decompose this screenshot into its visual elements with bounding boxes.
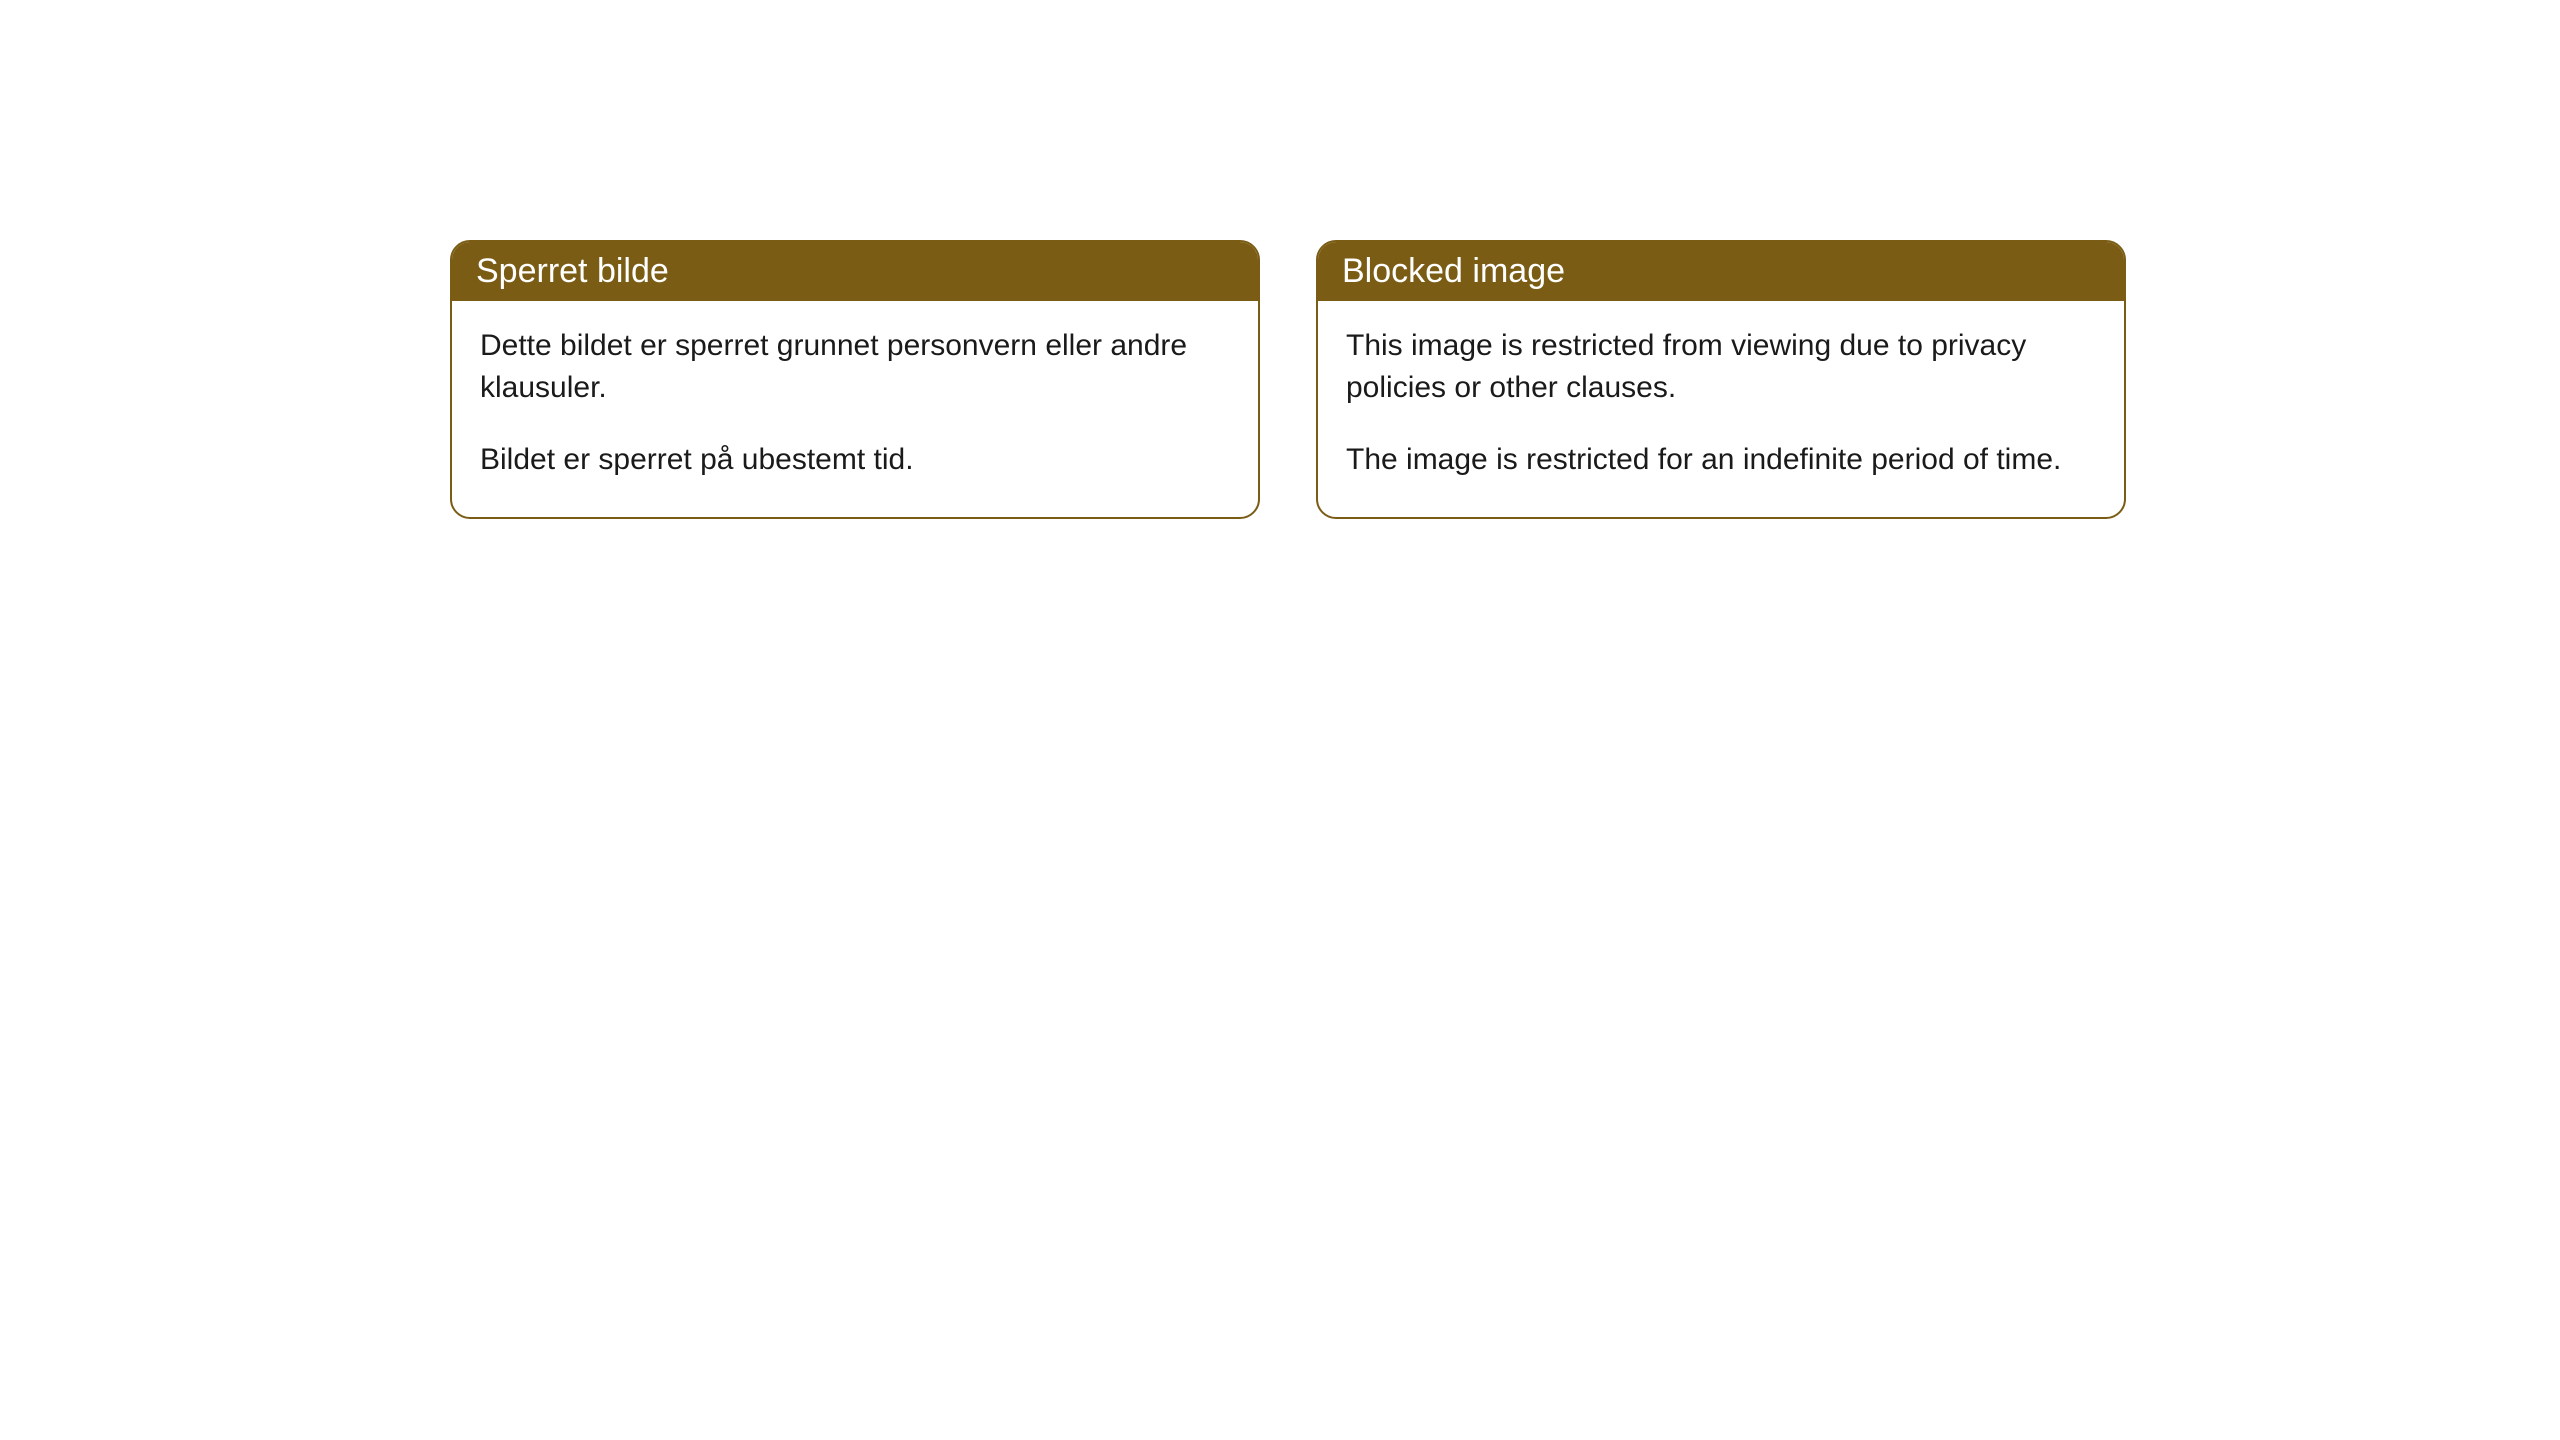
card-header-english: Blocked image [1318, 242, 2124, 301]
notice-card-norwegian: Sperret bilde Dette bildet er sperret gr… [450, 240, 1260, 519]
card-title: Blocked image [1342, 252, 1565, 290]
card-paragraph: Bildet er sperret på ubestemt tid. [480, 439, 1230, 481]
notice-card-english: Blocked image This image is restricted f… [1316, 240, 2126, 519]
card-body-norwegian: Dette bildet er sperret grunnet personve… [452, 301, 1258, 517]
card-paragraph: Dette bildet er sperret grunnet personve… [480, 325, 1230, 409]
card-header-norwegian: Sperret bilde [452, 242, 1258, 301]
card-title: Sperret bilde [476, 252, 669, 290]
card-paragraph: The image is restricted for an indefinit… [1346, 439, 2096, 481]
notice-container: Sperret bilde Dette bildet er sperret gr… [450, 240, 2126, 519]
card-body-english: This image is restricted from viewing du… [1318, 301, 2124, 517]
card-paragraph: This image is restricted from viewing du… [1346, 325, 2096, 409]
